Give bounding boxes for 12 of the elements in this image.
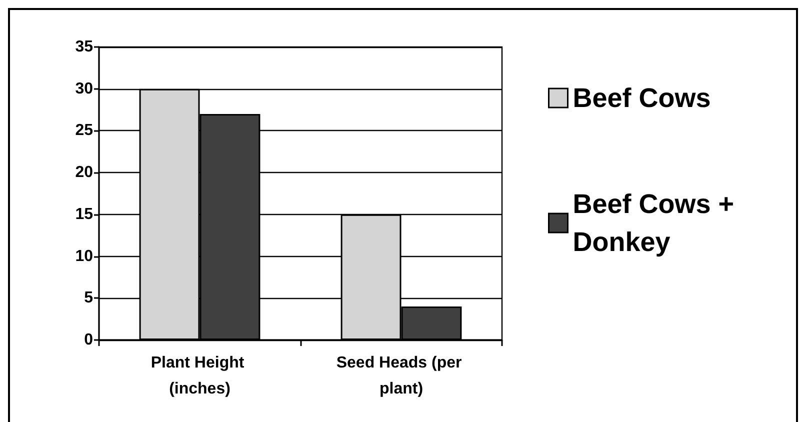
x-tick-label: Seed Heads (per plant) xyxy=(336,354,466,398)
y-tick-label: 10 xyxy=(75,248,94,265)
y-tick-label: 25 xyxy=(75,122,94,140)
y-tick-label: 15 xyxy=(75,206,94,223)
y-tick-label: 20 xyxy=(75,164,94,182)
y-tick-label: 0 xyxy=(84,332,94,348)
legend-label: Beef Cows xyxy=(572,83,711,113)
y-tick-label: 5 xyxy=(84,290,94,307)
x-tick-label: Plant Height (inches) xyxy=(150,354,249,398)
y-tick-label: 30 xyxy=(75,80,94,98)
y-tick-label: 35 xyxy=(75,38,94,56)
legend-label: Beef Cows + Donkey xyxy=(572,189,742,257)
